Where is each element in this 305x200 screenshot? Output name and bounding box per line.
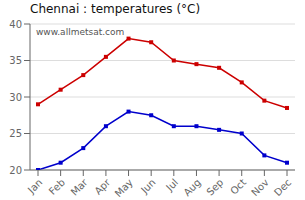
svg-text:35: 35 <box>9 55 22 66</box>
svg-text:Sep: Sep <box>204 177 225 198</box>
svg-text:Dec: Dec <box>272 177 293 198</box>
svg-text:Jan: Jan <box>25 177 44 196</box>
svg-text:40: 40 <box>9 19 22 30</box>
svg-text:Aug: Aug <box>181 177 203 199</box>
svg-text:30: 30 <box>9 92 22 103</box>
svg-text:25: 25 <box>9 128 22 139</box>
svg-text:May: May <box>113 177 135 199</box>
html-text:Chennai : temperatures (°C): Chennai : temperatures (°C) <box>30 2 201 16</box>
svg-text:Jun: Jun <box>138 177 158 197</box>
svg-text:Jul: Jul <box>163 177 180 194</box>
svg-text:Oct: Oct <box>228 177 248 197</box>
svg-text:20: 20 <box>9 165 22 176</box>
svg-text:Mar: Mar <box>69 176 91 198</box>
svg-text:Feb: Feb <box>47 177 67 197</box>
html-text:www.allmetsat.com: www.allmetsat.com <box>36 27 125 37</box>
svg-text:Nov: Nov <box>249 177 271 199</box>
svg-text:Apr: Apr <box>92 176 113 197</box>
